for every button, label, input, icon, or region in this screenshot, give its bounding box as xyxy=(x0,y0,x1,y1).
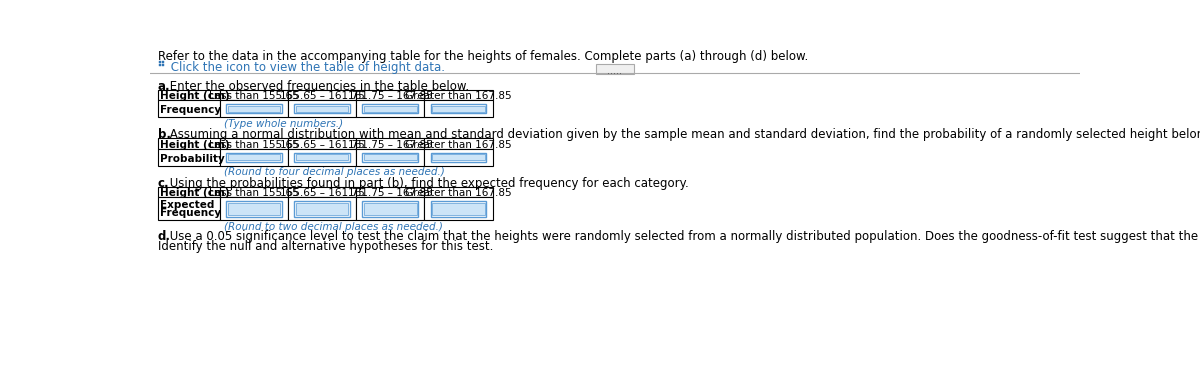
FancyBboxPatch shape xyxy=(162,61,164,63)
FancyBboxPatch shape xyxy=(425,138,492,149)
FancyBboxPatch shape xyxy=(157,100,220,117)
Text: (Type whole numbers.): (Type whole numbers.) xyxy=(223,119,343,129)
Text: 155.65 – 161.75: 155.65 – 161.75 xyxy=(280,188,365,198)
Text: Less than 155.65: Less than 155.65 xyxy=(209,139,299,150)
FancyBboxPatch shape xyxy=(425,197,492,220)
Text: Click the icon to view the table of height data.: Click the icon to view the table of heig… xyxy=(167,61,445,74)
Text: Height (cm): Height (cm) xyxy=(160,91,229,101)
Text: Height (cm): Height (cm) xyxy=(160,188,229,198)
Text: c.: c. xyxy=(157,177,169,190)
FancyBboxPatch shape xyxy=(157,187,220,197)
FancyBboxPatch shape xyxy=(356,149,425,166)
FancyBboxPatch shape xyxy=(162,64,164,67)
FancyBboxPatch shape xyxy=(356,89,425,100)
FancyBboxPatch shape xyxy=(157,149,220,166)
FancyBboxPatch shape xyxy=(294,201,350,217)
FancyBboxPatch shape xyxy=(228,154,281,160)
FancyBboxPatch shape xyxy=(431,201,486,217)
FancyBboxPatch shape xyxy=(425,89,492,100)
FancyBboxPatch shape xyxy=(432,106,485,112)
Text: Less than 155.65: Less than 155.65 xyxy=(209,188,299,198)
FancyBboxPatch shape xyxy=(220,187,288,197)
FancyBboxPatch shape xyxy=(295,106,348,112)
FancyBboxPatch shape xyxy=(220,100,288,117)
FancyBboxPatch shape xyxy=(294,153,350,162)
FancyBboxPatch shape xyxy=(432,154,485,160)
Text: Frequency: Frequency xyxy=(160,208,221,218)
Text: 161.75 – 167.85: 161.75 – 167.85 xyxy=(348,188,433,198)
Text: 155.65 – 161.75: 155.65 – 161.75 xyxy=(280,91,365,101)
FancyBboxPatch shape xyxy=(226,201,282,217)
Text: Greater than 167.85: Greater than 167.85 xyxy=(406,91,511,101)
FancyBboxPatch shape xyxy=(362,153,418,162)
FancyBboxPatch shape xyxy=(295,154,348,160)
Text: 161.75 – 167.85: 161.75 – 167.85 xyxy=(348,139,433,150)
Text: Assuming a normal distribution with mean and standard deviation given by the sam: Assuming a normal distribution with mean… xyxy=(166,128,1200,141)
FancyBboxPatch shape xyxy=(228,203,281,215)
Text: Enter the observed frequencies in the table below.: Enter the observed frequencies in the ta… xyxy=(166,79,469,93)
FancyBboxPatch shape xyxy=(425,187,492,197)
FancyBboxPatch shape xyxy=(362,104,418,113)
FancyBboxPatch shape xyxy=(288,138,356,149)
FancyBboxPatch shape xyxy=(295,203,348,215)
FancyBboxPatch shape xyxy=(220,149,288,166)
FancyBboxPatch shape xyxy=(288,149,356,166)
FancyBboxPatch shape xyxy=(425,149,492,166)
Text: a.: a. xyxy=(157,79,170,93)
FancyBboxPatch shape xyxy=(432,203,485,215)
Text: Using the probabilities found in part (b), find the expected frequency for each : Using the probabilities found in part (b… xyxy=(166,177,689,190)
Text: b.: b. xyxy=(157,128,170,141)
FancyBboxPatch shape xyxy=(294,104,350,113)
Text: d.: d. xyxy=(157,230,170,243)
Text: Use a 0.05 significance level to test the claim that the heights were randomly s: Use a 0.05 significance level to test th… xyxy=(166,230,1200,243)
Text: Greater than 167.85: Greater than 167.85 xyxy=(406,139,511,150)
Text: .....: ..... xyxy=(607,66,623,76)
Text: 161.75 – 167.85: 161.75 – 167.85 xyxy=(348,91,433,101)
FancyBboxPatch shape xyxy=(158,61,161,63)
FancyBboxPatch shape xyxy=(158,64,161,67)
FancyBboxPatch shape xyxy=(364,106,416,112)
Text: Refer to the data in the accompanying table for the heights of females. Complete: Refer to the data in the accompanying ta… xyxy=(157,50,808,63)
FancyBboxPatch shape xyxy=(288,89,356,100)
FancyBboxPatch shape xyxy=(364,154,416,160)
Text: Less than 155.65: Less than 155.65 xyxy=(209,91,299,101)
FancyBboxPatch shape xyxy=(288,197,356,220)
Text: (Round to two decimal places as needed.): (Round to two decimal places as needed.) xyxy=(223,222,443,232)
Text: Expected: Expected xyxy=(160,200,215,210)
FancyBboxPatch shape xyxy=(226,153,282,162)
Text: Identify the null and alternative hypotheses for this test.: Identify the null and alternative hypoth… xyxy=(157,240,493,253)
Text: (Round to four decimal places as needed.): (Round to four decimal places as needed.… xyxy=(223,167,444,177)
FancyBboxPatch shape xyxy=(356,138,425,149)
FancyBboxPatch shape xyxy=(220,197,288,220)
FancyBboxPatch shape xyxy=(226,104,282,113)
FancyBboxPatch shape xyxy=(228,106,281,112)
FancyBboxPatch shape xyxy=(220,138,288,149)
FancyBboxPatch shape xyxy=(288,187,356,197)
FancyBboxPatch shape xyxy=(288,100,356,117)
FancyBboxPatch shape xyxy=(220,89,288,100)
FancyBboxPatch shape xyxy=(157,89,220,100)
FancyBboxPatch shape xyxy=(425,100,492,117)
Text: Greater than 167.85: Greater than 167.85 xyxy=(406,188,511,198)
Text: Frequency: Frequency xyxy=(160,105,221,115)
FancyBboxPatch shape xyxy=(157,138,220,149)
Text: 155.65 – 161.75: 155.65 – 161.75 xyxy=(280,139,365,150)
FancyBboxPatch shape xyxy=(356,197,425,220)
Text: Probability: Probability xyxy=(160,153,224,163)
FancyBboxPatch shape xyxy=(362,201,418,217)
FancyBboxPatch shape xyxy=(356,187,425,197)
FancyBboxPatch shape xyxy=(595,64,635,74)
FancyBboxPatch shape xyxy=(431,104,486,113)
FancyBboxPatch shape xyxy=(431,153,486,162)
FancyBboxPatch shape xyxy=(356,100,425,117)
FancyBboxPatch shape xyxy=(364,203,416,215)
Text: Height (cm): Height (cm) xyxy=(160,139,229,150)
FancyBboxPatch shape xyxy=(157,197,220,220)
